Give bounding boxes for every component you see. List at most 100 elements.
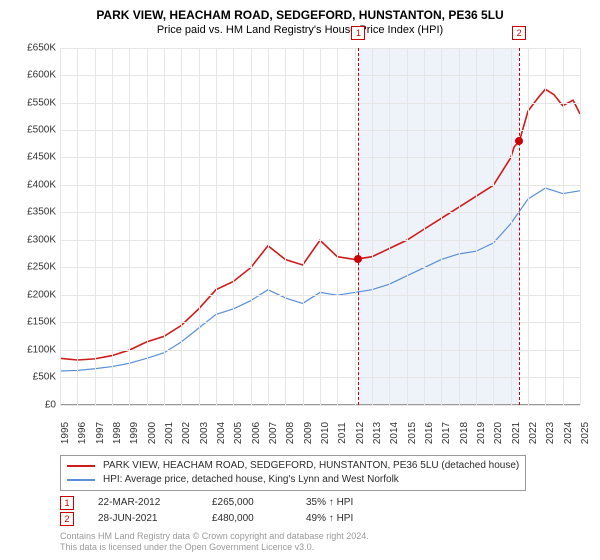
gridline-v: [441, 48, 442, 405]
sale-pct: 49% ↑ HPI: [306, 511, 353, 527]
gridline-v: [251, 48, 252, 405]
legend-label: HPI: Average price, detached house, King…: [103, 473, 399, 487]
marker-badge-2: 2: [512, 26, 526, 40]
marker-dot-2: [515, 137, 523, 145]
marker-line-2: [519, 48, 520, 405]
gridline-v: [389, 48, 390, 405]
sale-badge: 2: [60, 512, 74, 526]
legend-swatch: [67, 465, 95, 467]
y-tick-label: £150K: [27, 317, 60, 328]
x-tick-label: 1996: [77, 422, 88, 444]
gridline-v: [233, 48, 234, 405]
x-tick-label: 2003: [199, 422, 210, 444]
gridline-v: [563, 48, 564, 405]
x-tick-label: 2005: [233, 422, 244, 444]
marker-line-1: [358, 48, 359, 405]
gridline-v: [355, 48, 356, 405]
y-tick-label: £450K: [27, 152, 60, 163]
gridline-v: [545, 48, 546, 405]
sale-row: 2 28-JUN-2021 £480,000 49% ↑ HPI: [60, 511, 588, 527]
x-tick-label: 2013: [372, 422, 383, 444]
y-tick-label: £50K: [33, 372, 60, 383]
chart-title: PARK VIEW, HEACHAM ROAD, SEDGEFORD, HUNS…: [12, 8, 588, 24]
x-tick-label: 2015: [407, 422, 418, 444]
gridline-v: [181, 48, 182, 405]
gridline-v: [95, 48, 96, 405]
gridline-v: [320, 48, 321, 405]
x-tick-label: 2009: [303, 422, 314, 444]
sale-badge: 1: [60, 496, 74, 510]
legend-label: PARK VIEW, HEACHAM ROAD, SEDGEFORD, HUNS…: [103, 459, 519, 473]
x-tick-label: 1998: [112, 422, 123, 444]
chart-area: £0 £50K £100K £150K £200K £250K £300K £350K £400…: [12, 40, 588, 449]
gridline-v: [407, 48, 408, 405]
legend-box: PARK VIEW, HEACHAM ROAD, SEDGEFORD, HUNS…: [60, 455, 526, 491]
x-tick-label: 2004: [216, 422, 227, 444]
x-tick-label: 2010: [320, 422, 331, 444]
y-tick-label: £0: [45, 399, 60, 410]
gridline-v: [199, 48, 200, 405]
gridline-h: [60, 405, 580, 406]
container: PARK VIEW, HEACHAM ROAD, SEDGEFORD, HUNS…: [0, 0, 600, 560]
x-tick-label: 2024: [563, 422, 574, 444]
gridline-v: [511, 48, 512, 405]
gridline-v: [372, 48, 373, 405]
x-tick-label: 2025: [580, 422, 591, 444]
plot-region: £0£50K£100K£150K£200K£250K£300K£350K£400…: [60, 48, 580, 405]
gridline-v: [147, 48, 148, 405]
sales-table: 122-MAR-2012£265,00035% ↑ HPI228-JUN-202…: [60, 495, 588, 527]
x-tick-label: 2021: [511, 422, 522, 444]
y-tick-label: £300K: [27, 234, 60, 245]
x-tick-label: 2020: [493, 422, 504, 444]
gridline-v: [216, 48, 217, 405]
chart-subtitle: Price paid vs. HM Land Registry's House …: [12, 24, 588, 36]
x-tick-label: 2019: [476, 422, 487, 444]
gridline-v: [424, 48, 425, 405]
x-tick-label: 1999: [129, 422, 140, 444]
sale-pct: 35% ↑ HPI: [306, 495, 353, 511]
gridline-v: [528, 48, 529, 405]
y-tick-label: £500K: [27, 124, 60, 135]
gridline-v: [580, 48, 581, 405]
gridline-v: [164, 48, 165, 405]
x-tick-label: 2011: [337, 422, 348, 444]
gridline-v: [77, 48, 78, 405]
y-tick-label: £200K: [27, 289, 60, 300]
y-tick-label: £600K: [27, 70, 60, 81]
marker-badge-1: 1: [351, 26, 365, 40]
legend-row: HPI: Average price, detached house, King…: [67, 473, 519, 487]
x-tick-label: 2014: [389, 422, 400, 444]
gridline-v: [112, 48, 113, 405]
x-tick-label: 2002: [181, 422, 192, 444]
x-tick-label: 2012: [355, 422, 366, 444]
x-tick-label: 2008: [285, 422, 296, 444]
y-tick-label: £250K: [27, 262, 60, 273]
legend-row: PARK VIEW, HEACHAM ROAD, SEDGEFORD, HUNS…: [67, 459, 519, 473]
gridline-v: [303, 48, 304, 405]
y-tick-label: £650K: [27, 42, 60, 53]
sale-price: £480,000: [212, 511, 282, 527]
gridline-v: [285, 48, 286, 405]
x-tick-label: 2006: [251, 422, 262, 444]
gridline-v: [476, 48, 477, 405]
gridline-v: [337, 48, 338, 405]
gridline-v: [60, 48, 61, 405]
x-tick-label: 2001: [164, 422, 175, 444]
y-tick-label: £100K: [27, 344, 60, 355]
y-tick-label: £400K: [27, 179, 60, 190]
y-tick-label: £550K: [27, 97, 60, 108]
x-tick-label: 2023: [545, 422, 556, 444]
footnote-line: This data is licensed under the Open Gov…: [60, 542, 588, 554]
x-tick-label: 2022: [528, 422, 539, 444]
sale-price: £265,000: [212, 495, 282, 511]
x-tick-label: 2017: [441, 422, 452, 444]
gridline-v: [268, 48, 269, 405]
y-tick-label: £350K: [27, 207, 60, 218]
x-tick-label: 1995: [60, 422, 71, 444]
footnote-line: Contains HM Land Registry data © Crown c…: [60, 531, 588, 543]
gridline-v: [493, 48, 494, 405]
gridline-v: [129, 48, 130, 405]
marker-dot-1: [354, 255, 362, 263]
x-tick-label: 2018: [459, 422, 470, 444]
sale-date: 28-JUN-2021: [98, 511, 188, 527]
